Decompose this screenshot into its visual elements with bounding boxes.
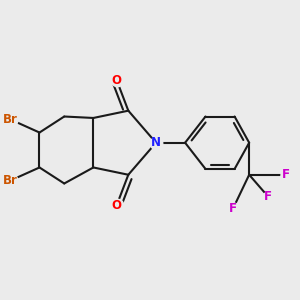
Text: O: O	[112, 199, 122, 212]
Text: F: F	[264, 190, 272, 203]
Text: O: O	[112, 74, 122, 87]
Text: F: F	[282, 168, 290, 181]
Text: N: N	[151, 136, 161, 149]
Text: Br: Br	[3, 174, 18, 187]
Text: F: F	[229, 202, 237, 215]
Text: Br: Br	[3, 113, 18, 126]
